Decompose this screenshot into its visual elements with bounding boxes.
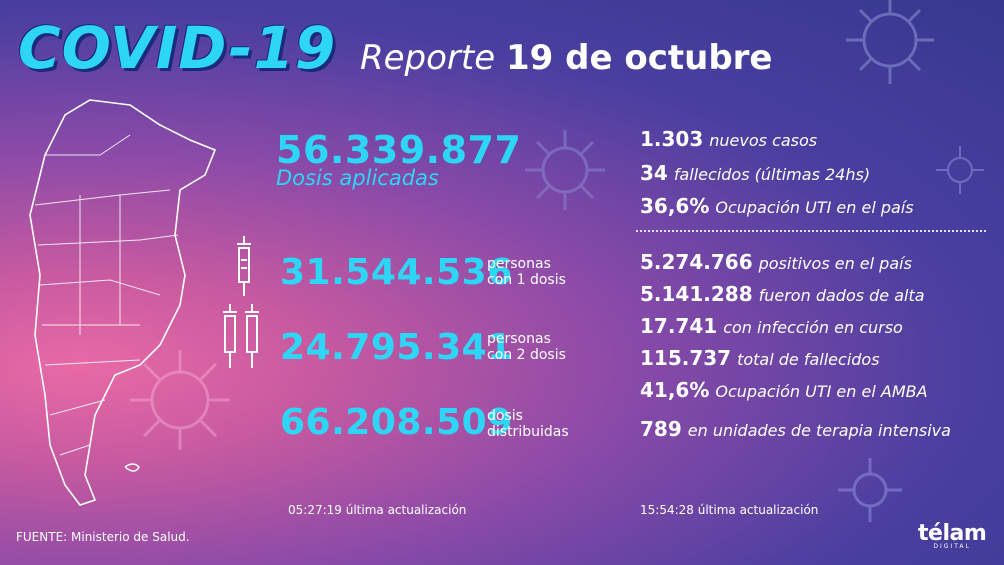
- two-doses-label-line2: con 2 dosis: [487, 347, 566, 363]
- virus-icon: [130, 350, 230, 450]
- one-dose-value: 31.544.536: [280, 252, 513, 293]
- stat-total-discharged: 5.141.288 fueron dados de alta: [640, 282, 925, 306]
- stat-text: nuevos casos: [709, 131, 818, 150]
- cases-update-time: 15:54:28: [640, 503, 694, 517]
- stat-total-deaths: 115.737 total de fallecidos: [640, 346, 880, 370]
- one-dose-label: personas con 1 dosis: [487, 256, 566, 288]
- logo-sub: DIGITAL: [933, 543, 971, 550]
- two-doses-label: personas con 2 dosis: [487, 331, 566, 363]
- stat-text: fueron dados de alta: [758, 286, 925, 305]
- logo-main: télam: [918, 521, 987, 546]
- telam-logo: télam DIGITAL: [918, 521, 987, 550]
- stat-value: 1.303: [640, 127, 704, 151]
- stat-text: con infección en curso: [723, 318, 903, 337]
- cases-update-label: última actualización: [697, 503, 819, 517]
- report-word: Reporte: [360, 38, 496, 78]
- distributed-value: 66.208.509: [280, 402, 513, 443]
- two-doses-value: 24.795.341: [280, 327, 513, 368]
- virus-icon: [936, 146, 984, 194]
- stat-text: positivos en el país: [758, 254, 912, 273]
- stat-icu-units: 789 en unidades de terapia intensiva: [640, 417, 951, 441]
- stat-value: 34: [640, 161, 668, 185]
- virus-icon: [846, 0, 934, 84]
- syringe-icon: [237, 236, 251, 296]
- stat-active-infections: 17.741 con infección en curso: [640, 314, 903, 338]
- stat-uti-amba: 41,6% Ocupación UTI en el AMBA: [640, 378, 928, 402]
- distributed-label-line2: distribuidas: [487, 424, 569, 440]
- source-note: FUENTE: Ministerio de Salud.: [16, 530, 190, 544]
- stat-value: 115.737: [640, 346, 732, 370]
- vaccination-update-label: última actualización: [345, 503, 467, 517]
- syringe-icon: [245, 304, 259, 368]
- one-dose-label-line2: con 1 dosis: [487, 272, 566, 288]
- virus-icon: [838, 458, 902, 522]
- page-title: COVID-19: [18, 14, 337, 82]
- two-doses-label-line1: personas: [487, 331, 551, 347]
- stat-daily-cases: 1.303 nuevos casos: [640, 127, 817, 151]
- stat-text: fallecidos (últimas 24hs): [673, 165, 871, 184]
- stat-text: Ocupación UTI en el AMBA: [715, 382, 928, 401]
- stat-uti-country: 36,6% Ocupación UTI en el país: [640, 194, 914, 218]
- total-doses-value: 56.339.877: [276, 128, 522, 172]
- divider: [636, 230, 986, 232]
- distributed-label: dosis distribuidas: [487, 408, 569, 440]
- syringe-icon: [223, 304, 237, 368]
- stat-total-positive: 5.274.766 positivos en el país: [640, 250, 912, 274]
- vaccination-update-time: 05:27:19: [288, 503, 342, 517]
- distributed-label-line1: dosis: [487, 408, 523, 424]
- report-date: Reporte 19 de octubre: [360, 38, 773, 78]
- cases-update: 15:54:28 última actualización: [640, 503, 818, 517]
- stat-daily-deaths: 34 fallecidos (últimas 24hs): [640, 161, 870, 185]
- stat-value: 17.741: [640, 314, 718, 338]
- one-dose-label-line1: personas: [487, 256, 551, 272]
- stat-text: total de fallecidos: [737, 350, 880, 369]
- stat-value: 5.141.288: [640, 282, 753, 306]
- stat-text: en unidades de terapia intensiva: [687, 421, 951, 440]
- stat-value: 36,6%: [640, 194, 710, 218]
- virus-icon: [525, 130, 605, 210]
- stat-value: 789: [640, 417, 682, 441]
- total-doses-label: Dosis aplicadas: [276, 166, 439, 190]
- argentina-map-icon: [29, 99, 217, 506]
- stat-value: 41,6%: [640, 378, 710, 402]
- report-date-value: 19 de octubre: [505, 38, 773, 78]
- vaccination-update: 05:27:19 última actualización: [288, 503, 466, 517]
- stat-value: 5.274.766: [640, 250, 753, 274]
- stat-text: Ocupación UTI en el país: [715, 198, 914, 217]
